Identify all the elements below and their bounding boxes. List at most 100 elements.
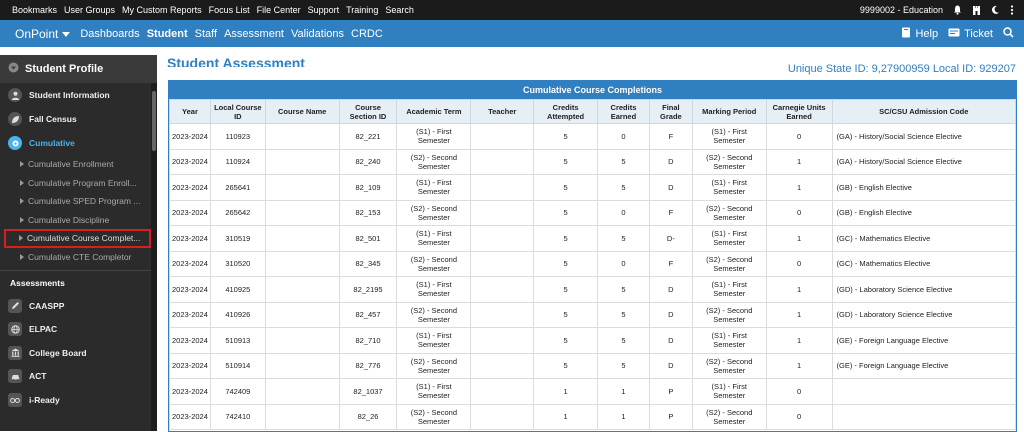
sidebar-item-label: Cumulative	[29, 138, 75, 148]
table-cell	[264, 148, 340, 175]
sidebar-assessment-items: CAASPP ELPAC College Board ACT i-Ready	[0, 294, 157, 412]
table-cell: 2023-2024	[169, 403, 211, 430]
top-link-user-groups[interactable]: User Groups	[64, 5, 116, 15]
column-header[interactable]: SC/CSU Admission Code	[831, 99, 1016, 124]
district-label[interactable]: 9999002 - Education	[859, 5, 943, 15]
sidebar-subitem-5[interactable]: Cumulative CTE Completor	[0, 248, 157, 267]
table-cell: 82_109	[338, 174, 398, 201]
column-header[interactable]: Final Grade	[648, 99, 693, 124]
table-cell: 5	[597, 225, 650, 252]
sidebar-item-cumulative[interactable]: Cumulative	[0, 131, 157, 155]
sidebar-subitem-3[interactable]: Cumulative Discipline	[0, 211, 157, 230]
state-id-label: Unique State ID: 9,27900959 Local ID: 92…	[787, 63, 1016, 75]
table-cell	[470, 199, 535, 226]
castle-icon[interactable]	[972, 5, 981, 15]
sidebar-item-i-ready[interactable]: i-Ready	[0, 388, 157, 412]
table-cell: 82_1037	[338, 378, 398, 405]
column-header[interactable]: Course Name	[264, 99, 340, 124]
sidebar-sub-items: Cumulative Enrollment Cumulative Program …	[0, 155, 157, 266]
nav-staff[interactable]: Staff	[194, 27, 218, 40]
table-cell: 0	[765, 123, 833, 150]
sidebar-subitem-1[interactable]: Cumulative Program Enroll...	[0, 174, 157, 193]
table-header-row: Year Local Course ID Course Name Course Sec…	[169, 99, 1016, 124]
column-header[interactable]: Carnegie Units Earned	[765, 99, 833, 124]
top-link-focus-list[interactable]: Focus List	[208, 5, 250, 15]
table-body: 2023-2024 110923 82_221 (S1) - First Semest…	[169, 123, 1016, 430]
table-cell: 82_501	[338, 225, 398, 252]
table-cell: (S2) - Second Semester	[691, 403, 767, 430]
column-header[interactable]: Marking Period	[691, 99, 767, 124]
table-cell: (S2) - Second Semester	[396, 403, 472, 430]
sidebar-item-fall-census[interactable]: Fall Census	[0, 107, 157, 131]
top-link-support[interactable]: Support	[307, 5, 340, 15]
book-icon	[901, 27, 911, 41]
sidebar-item-label: Student Information	[29, 90, 110, 100]
brand-menu[interactable]: OnPoint	[15, 27, 71, 41]
table-cell: (GE) - Foreign Language Elective	[831, 327, 1016, 354]
table-cell: 1	[765, 276, 833, 303]
table-cell: 742409	[209, 378, 266, 405]
table-cell	[264, 174, 340, 201]
column-header[interactable]: Credits Earned	[597, 99, 650, 124]
sidebar-item-label: ELPAC	[29, 324, 58, 335]
table-cell: 5	[597, 327, 650, 354]
table-cell: (S2) - Second Semester	[396, 301, 472, 328]
sidebar-item-elpac[interactable]: ELPAC	[0, 318, 157, 342]
top-link-file-center[interactable]: File Center	[256, 5, 301, 15]
sidebar-subitem-4[interactable]: Cumulative Course Complet...	[4, 229, 151, 248]
sidebar-item-student-information[interactable]: Student Information	[0, 83, 157, 107]
sidebar-subitem-0[interactable]: Cumulative Enrollment	[0, 155, 157, 174]
column-header[interactable]: Year	[169, 99, 211, 124]
sidebar-item-college-board[interactable]: College Board	[0, 341, 157, 365]
table-cell: (GA) - History/Social Science Elective	[831, 123, 1016, 150]
ticket-button[interactable]: Ticket	[948, 28, 993, 40]
nav-assessment[interactable]: Assessment	[224, 27, 284, 40]
column-header[interactable]: Academic Term	[396, 99, 472, 124]
nav-student[interactable]: Student	[146, 27, 188, 40]
sidebar-item-label: College Board	[29, 347, 87, 358]
top-link-training[interactable]: Training	[346, 5, 379, 15]
nav-validations[interactable]: Validations	[291, 27, 344, 40]
nav-dashboards[interactable]: Dashboards	[80, 27, 140, 40]
top-link-bookmarks[interactable]: Bookmarks	[12, 5, 58, 15]
sidebar-header[interactable]: Student Profile	[0, 55, 157, 83]
nav-crdc[interactable]: CRDC	[351, 27, 383, 40]
table-cell: (S1) - First Semester	[396, 123, 472, 150]
table-cell: 510914	[209, 352, 266, 379]
sidebar-subitem-2[interactable]: Cumulative SPED Program ...	[0, 192, 157, 211]
table-cell	[470, 327, 535, 354]
sidebar-item-caaspp[interactable]: CAASPP	[0, 294, 157, 318]
sidebar-item-act[interactable]: ACT	[0, 365, 157, 389]
top-link-my-custom-reports[interactable]: My Custom Reports	[122, 5, 202, 15]
table-cell: 82_26	[338, 403, 398, 430]
column-header[interactable]: Local Course ID	[209, 99, 266, 124]
course-completions-table: Year Local Course ID Course Name Course Sec…	[169, 99, 1016, 430]
course-completions-panel: Cumulative Course Completions Year Local …	[168, 80, 1017, 432]
table-cell: 5	[597, 301, 650, 328]
sidebar-subitem-label: Cumulative Course Complet...	[27, 233, 141, 244]
table-cell: (S1) - First Semester	[396, 378, 472, 405]
moon-icon[interactable]	[991, 5, 1000, 15]
table-cell: (GC) - Mathematics Elective	[831, 225, 1016, 252]
building-icon	[8, 345, 22, 360]
table-cell: (GD) - Laboratory Science Elective	[831, 276, 1016, 303]
sidebar-scrollbar[interactable]	[151, 83, 157, 431]
sidebar-main-items: Student Information Fall Census Cumulative	[0, 83, 157, 155]
person-icon	[8, 88, 22, 102]
table-cell	[470, 352, 535, 379]
search-icon[interactable]	[1003, 26, 1014, 41]
help-button[interactable]: Help	[901, 27, 938, 41]
table-cell: (GB) - English Elective	[831, 174, 1016, 201]
sidebar-subitem-label: Cumulative CTE Completor	[28, 251, 132, 262]
bell-icon[interactable]	[953, 5, 962, 15]
table-cell: 5	[597, 148, 650, 175]
table-cell: D	[648, 327, 693, 354]
scroll-thumb[interactable]	[152, 91, 156, 151]
column-header[interactable]: Teacher	[470, 99, 535, 124]
top-link-search[interactable]: Search	[385, 5, 414, 15]
column-header[interactable]: Credits Attempted	[533, 99, 599, 124]
column-header[interactable]: Course Section ID	[338, 99, 398, 124]
table-cell: 82_221	[338, 123, 398, 150]
more-vertical-icon[interactable]	[1010, 5, 1014, 15]
table-cell: (GD) - Laboratory Science Elective	[831, 301, 1016, 328]
